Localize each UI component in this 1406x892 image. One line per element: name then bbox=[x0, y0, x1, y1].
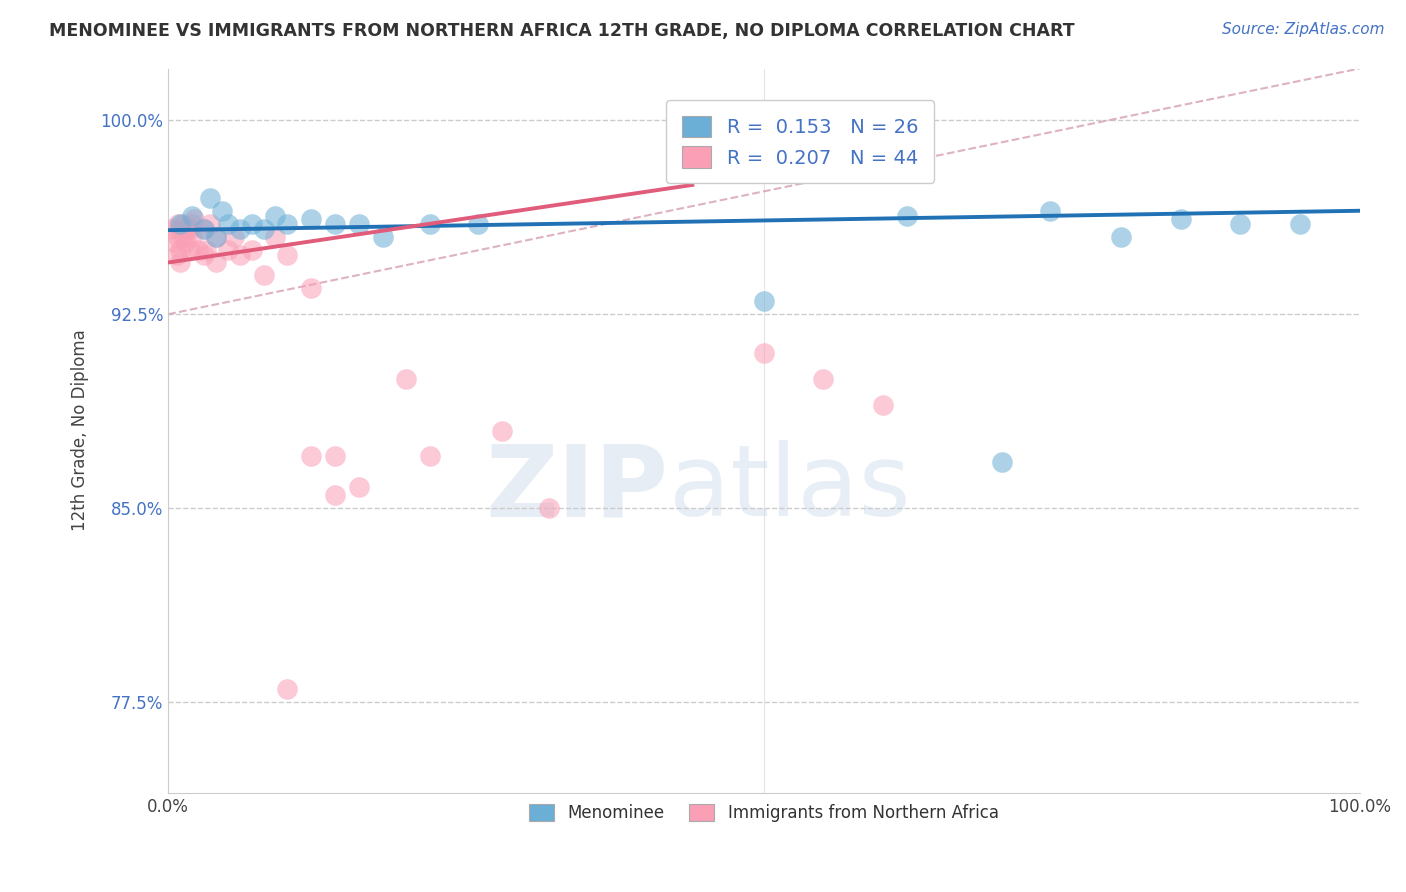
Point bbox=[538, 501, 561, 516]
Point bbox=[323, 488, 346, 502]
Point bbox=[172, 217, 194, 231]
Point bbox=[169, 243, 191, 257]
Point bbox=[217, 243, 239, 257]
Point bbox=[240, 217, 263, 231]
Point bbox=[181, 229, 204, 244]
Point bbox=[1109, 229, 1132, 244]
Point bbox=[252, 222, 274, 236]
Point bbox=[193, 222, 215, 236]
Point bbox=[1170, 211, 1192, 226]
Point bbox=[264, 229, 287, 244]
Point bbox=[1229, 217, 1251, 231]
Point bbox=[198, 217, 221, 231]
Point bbox=[347, 481, 370, 495]
Point bbox=[187, 243, 209, 257]
Point bbox=[896, 209, 918, 223]
Point bbox=[205, 255, 228, 269]
Point bbox=[491, 424, 513, 438]
Point bbox=[193, 248, 215, 262]
Text: atlas: atlas bbox=[669, 440, 910, 537]
Point bbox=[276, 682, 298, 697]
Point bbox=[205, 229, 228, 244]
Point bbox=[323, 450, 346, 464]
Point bbox=[371, 229, 394, 244]
Point bbox=[174, 235, 197, 249]
Point bbox=[172, 229, 194, 244]
Point bbox=[240, 243, 263, 257]
Point bbox=[160, 222, 183, 236]
Point bbox=[264, 209, 287, 223]
Point bbox=[813, 372, 835, 386]
Point bbox=[1289, 217, 1312, 231]
Point bbox=[166, 248, 188, 262]
Point bbox=[183, 211, 205, 226]
Point bbox=[163, 235, 186, 249]
Point bbox=[991, 455, 1014, 469]
Point bbox=[419, 217, 441, 231]
Point bbox=[252, 268, 274, 283]
Point bbox=[166, 229, 188, 244]
Point bbox=[752, 346, 775, 360]
Point bbox=[179, 243, 201, 257]
Point bbox=[181, 209, 204, 223]
Point bbox=[1039, 203, 1062, 218]
Point bbox=[299, 450, 322, 464]
Point bbox=[299, 281, 322, 295]
Point bbox=[174, 222, 197, 236]
Point bbox=[193, 222, 215, 236]
Y-axis label: 12th Grade, No Diploma: 12th Grade, No Diploma bbox=[72, 330, 89, 532]
Point bbox=[195, 243, 218, 257]
Point bbox=[347, 217, 370, 231]
Point bbox=[169, 217, 191, 231]
Point bbox=[467, 217, 489, 231]
Point bbox=[228, 248, 250, 262]
Point bbox=[228, 222, 250, 236]
Point bbox=[276, 217, 298, 231]
Text: ZIP: ZIP bbox=[485, 440, 669, 537]
Point bbox=[276, 248, 298, 262]
Text: Source: ZipAtlas.com: Source: ZipAtlas.com bbox=[1222, 22, 1385, 37]
Point bbox=[179, 222, 201, 236]
Point bbox=[198, 191, 221, 205]
Text: MENOMINEE VS IMMIGRANTS FROM NORTHERN AFRICA 12TH GRADE, NO DIPLOMA CORRELATION : MENOMINEE VS IMMIGRANTS FROM NORTHERN AF… bbox=[49, 22, 1074, 40]
Point bbox=[299, 211, 322, 226]
Point bbox=[205, 229, 228, 244]
Point bbox=[166, 217, 188, 231]
Legend: Menominee, Immigrants from Northern Africa: Menominee, Immigrants from Northern Afri… bbox=[516, 790, 1012, 835]
Point bbox=[222, 229, 245, 244]
Point bbox=[872, 398, 894, 412]
Point bbox=[211, 203, 233, 218]
Point bbox=[419, 450, 441, 464]
Point bbox=[181, 217, 204, 231]
Point bbox=[395, 372, 418, 386]
Point bbox=[169, 255, 191, 269]
Point bbox=[217, 217, 239, 231]
Point bbox=[323, 217, 346, 231]
Point bbox=[752, 294, 775, 309]
Point bbox=[169, 222, 191, 236]
